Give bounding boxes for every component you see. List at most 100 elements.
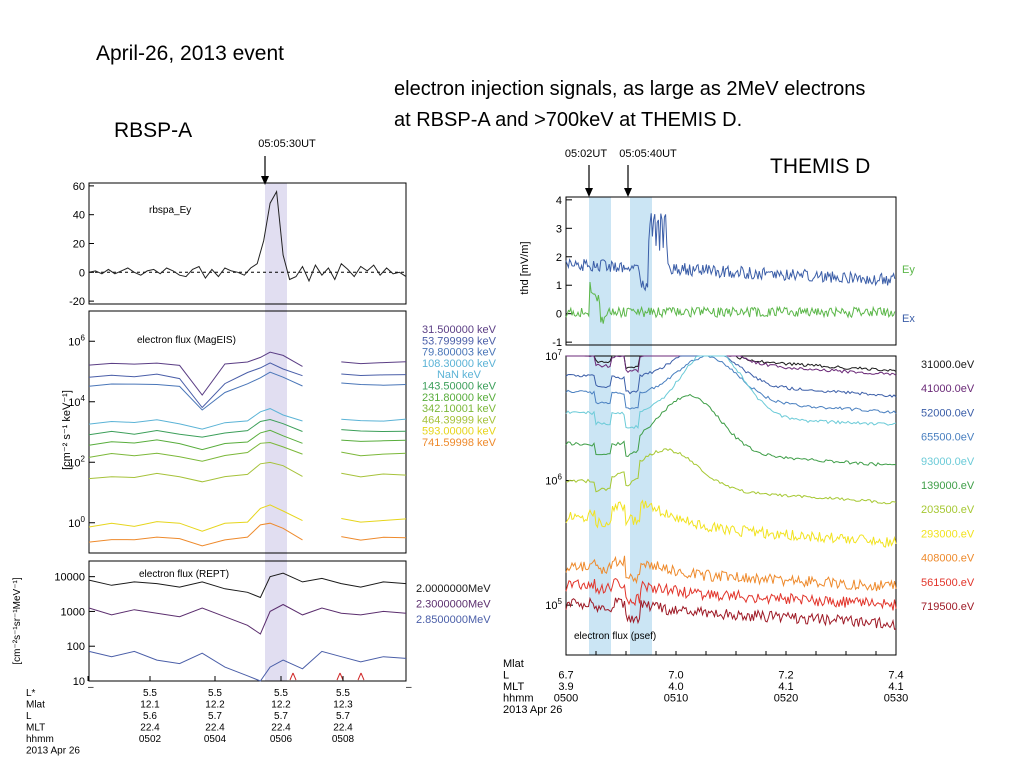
magEIS-series-line xyxy=(88,408,303,430)
magEIS-legend-entry: 143.50000 keV xyxy=(422,381,497,393)
esa-series-line xyxy=(565,596,897,630)
esa-series-line xyxy=(565,499,897,548)
themis-axis-row-value: 7.4 xyxy=(888,670,903,682)
themis-axis-row-value: 0520 xyxy=(774,693,798,705)
ex-legend-entry: Ex xyxy=(902,313,915,325)
efield-panel-frame xyxy=(565,196,897,346)
esa-legend-entry: 52000.0eV xyxy=(921,407,975,419)
magEIS-series-line xyxy=(88,351,303,396)
themis-axis-row-value: 7.2 xyxy=(778,670,793,682)
esa-legend-entry: 561500.eV xyxy=(921,577,975,589)
magEIS-panel-frame xyxy=(88,310,407,554)
esa-legend-entry: 719500.eV xyxy=(921,601,975,613)
rbsp-axis-row-value: 5.5 xyxy=(336,688,350,699)
rbsp-axis-row-value: 22.4 xyxy=(205,723,225,734)
efield-ytick-label: 4 xyxy=(556,195,562,207)
efield-ytick-label: 1 xyxy=(556,280,562,292)
rept-series-line xyxy=(88,650,407,682)
rbsp-date-label: 2013 Apr 26 xyxy=(26,746,80,757)
magEIS-series-line xyxy=(88,441,303,462)
esa-series-line xyxy=(565,555,897,592)
rept-legend-entry: 2.0000000MeV xyxy=(416,583,491,595)
magEIS-series-line xyxy=(341,451,407,457)
rbsp-axis-row-value: 5.5 xyxy=(143,688,157,699)
esa-legend-entry: 293000.eV xyxy=(921,528,975,540)
description-line-1: electron injection signals, as large as … xyxy=(394,78,866,100)
magEIS-series-line xyxy=(341,472,407,478)
magEIS-series-line xyxy=(341,429,407,433)
magEIS-series-line xyxy=(341,373,407,377)
magEIS-legend-entry: 342.10001 keV xyxy=(422,403,497,415)
ey-ytick-label: 40 xyxy=(73,210,85,222)
rept-ytick-label: 1000 xyxy=(61,606,85,618)
efield-ytick-label: 0 xyxy=(556,309,562,321)
rbsp-axis-row-label: Mlat xyxy=(26,700,45,711)
magEIS-legend-entry: 108.30000 keV xyxy=(422,358,497,370)
rept-series-line xyxy=(88,572,407,599)
rbsp-axis-row-value: 22.4 xyxy=(140,723,160,734)
rbsp-axis-dash: – xyxy=(406,682,412,693)
themis-marker-2-arrowhead xyxy=(624,188,632,197)
description-line-2: at RBSP-A and >700keV at THEMIS D. xyxy=(394,109,743,131)
injection-band-1 xyxy=(589,197,611,655)
rept-panel-frame xyxy=(88,560,407,682)
esa-series-line xyxy=(565,393,897,467)
efield-ylabel: thd [mV/m] xyxy=(519,241,531,294)
ey-panel-frame xyxy=(88,182,407,305)
ex-trace-line xyxy=(565,213,896,292)
themis-marker-1-label: 05:02UT xyxy=(565,148,607,160)
esa-legend-entry: 203500.eV xyxy=(921,504,975,516)
ey-ytick-label: 60 xyxy=(73,181,85,193)
rept-panel-label: electron flux (REPT) xyxy=(139,569,229,580)
rbsp-axis-row-value: 5.5 xyxy=(274,688,288,699)
esa-series-line xyxy=(565,355,897,414)
ey-ytick-label: 20 xyxy=(73,239,85,251)
rept-ytick-label: 10 xyxy=(73,676,85,688)
esa-legend-entry: 65500.0eV xyxy=(921,432,975,444)
ey-panel-label: rbspa_Ey xyxy=(149,205,191,216)
esa-legend-entry: 408000.eV xyxy=(921,553,975,565)
efield-ytick-label: 3 xyxy=(556,223,562,235)
rbsp-axis-row-value: 5.7 xyxy=(274,711,288,722)
themis-axis-row-value: 7.0 xyxy=(668,670,683,682)
magEIS-series-line xyxy=(341,418,407,422)
rbsp-axis-row-value: 0506 xyxy=(270,734,293,745)
rbsp-axis-row-value: 0502 xyxy=(139,734,162,745)
magEIS-series-line xyxy=(88,362,303,409)
themis-axis-row-value: 4.0 xyxy=(668,681,683,693)
esa-series-line xyxy=(565,448,897,505)
rept-ytick-label: 100 xyxy=(67,641,85,653)
efield-ytick-label: -1 xyxy=(552,337,562,349)
esa-ytick-label: 107 xyxy=(545,348,562,363)
magEIS-legend-entry: 53.799999 keV xyxy=(422,335,497,347)
ey-series-line xyxy=(88,189,407,283)
rept-flag-mark xyxy=(360,672,365,681)
rbsp-axis-row-value: 12.2 xyxy=(271,700,291,711)
ey-ytick-label: -20 xyxy=(69,296,85,308)
rbsp-axis-row-value: 22.4 xyxy=(271,723,291,734)
themis-axis-row-label: L xyxy=(503,670,509,682)
themis-axis-row-label: hhmm xyxy=(503,693,534,705)
rbsp-axis-row-label: hhmm xyxy=(26,734,54,745)
magEIS-series-line xyxy=(341,518,407,523)
rbsp-axis-row-value: 12.3 xyxy=(333,700,353,711)
themis-axis-row-value: 4.1 xyxy=(888,681,903,693)
rbsp-a-label: RBSP-A xyxy=(114,119,193,142)
magEIS-ytick-label: 104 xyxy=(68,394,85,409)
magEIS-legend-entry: NaN keV xyxy=(437,369,482,381)
magEIS-legend-entry: 593.00000 keV xyxy=(422,426,497,438)
injection-band-2 xyxy=(630,197,652,655)
rbsp-axis-row-value: 0508 xyxy=(332,734,355,745)
magEIS-series-line xyxy=(341,382,407,386)
rept-flag-mark xyxy=(292,672,297,681)
magEIS-series-line xyxy=(88,522,303,547)
magEIS-series-line xyxy=(88,418,303,438)
esa-series-line xyxy=(565,355,897,429)
rbsp-axis-row-value: 12.1 xyxy=(140,700,160,711)
esa-ytick-label: 106 xyxy=(545,473,562,488)
rept-series-line xyxy=(88,603,407,635)
rbsp-axis-row-value: 5.7 xyxy=(336,711,350,722)
esa-series-line xyxy=(565,578,897,611)
magEIS-ylabel: [cm⁻² s⁻¹ keV⁻¹] xyxy=(61,390,73,470)
